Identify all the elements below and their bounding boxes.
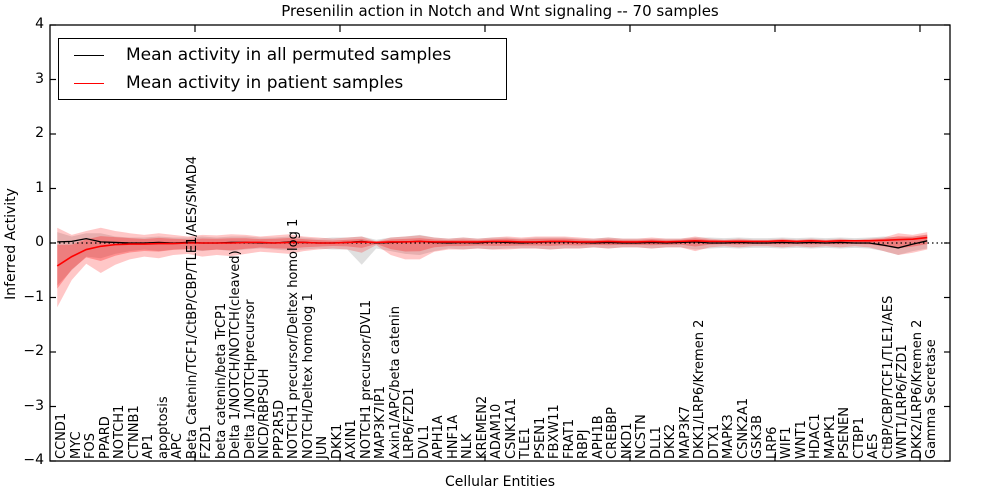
black-line-swatch: [74, 54, 104, 56]
entity-label: NOTCH1 precursor/DVL1: [358, 299, 374, 459]
entity-label: NLK: [460, 433, 476, 460]
x-axis-label: Cellular Entities: [444, 474, 556, 490]
y-tick-label: −3: [23, 397, 44, 414]
patient-mean-line: [56, 236, 928, 267]
y-tick-label: −4: [23, 452, 44, 468]
entity-label: beta catenin/beta TrCP1: [213, 302, 229, 459]
entity-label: WNT1/LRP6/FZD1: [895, 344, 911, 459]
entity-label: MAPK1: [822, 414, 838, 459]
entity-label: MAPK3: [721, 414, 737, 459]
entity-label: Beta Catenin/TCF1/CtBP/CBP/TLE1/AES/SMAD…: [184, 155, 200, 459]
entity-label: CSNK1A1: [503, 397, 519, 459]
entity-label: FOS: [83, 433, 99, 459]
entity-label: Delta 1/NOTCH/NOTCH(cleaved): [228, 250, 244, 459]
patient-band-outer: [57, 227, 928, 308]
entity-label: NKD1: [619, 422, 635, 459]
entity-label: TLE1: [518, 427, 534, 459]
y-tick-label: −2: [23, 343, 44, 359]
entity-label: DTX1: [706, 423, 722, 459]
entity-label: CSNK2A1: [735, 397, 751, 459]
entity-label: MYC: [68, 431, 84, 459]
entity-label: WIF1: [779, 426, 795, 459]
y-tick-label: 2: [35, 125, 44, 141]
entity-label: AES: [866, 433, 882, 459]
entity-label: LRP6/FZD1: [402, 387, 418, 459]
entity-label: NOTCH1: [112, 404, 128, 459]
entity-label: Delta 1/NOTCHprecursor: [242, 299, 258, 459]
y-tick-label: 4: [35, 16, 44, 32]
entity-label: APH1A: [431, 415, 447, 459]
entity-label: GSK3B: [750, 414, 766, 459]
entity-label: HDAC1: [808, 413, 824, 459]
entity-label: MAP3K7IP1: [373, 386, 389, 459]
entity-label: DKK1/LRP6/Kremen 2: [692, 319, 708, 459]
legend-item-patient: Mean activity in patient samples: [59, 69, 506, 97]
entity-label: ADAM10: [489, 403, 505, 459]
entity-label: HNF1A: [445, 414, 461, 459]
entity-label: DLL1: [648, 426, 664, 459]
entity-label: PPP2R5D: [271, 399, 287, 459]
entity-label: FZD1: [199, 424, 215, 459]
entity-label: CCND1: [54, 412, 70, 459]
entity-label: DKK2/LRP6/Kremen 2: [909, 319, 925, 459]
entity-label: DKK1: [329, 423, 345, 459]
entity-label: DVL1: [416, 424, 432, 459]
legend-label: Mean activity in all permuted samples: [126, 45, 452, 65]
y-tick-label: 0: [35, 234, 44, 250]
entity-label: JUN: [315, 435, 331, 459]
entity-label: NICD/RBPSUH: [257, 368, 273, 459]
y-tick-label: −1: [23, 288, 44, 305]
entity-label: Axin1/APC/beta catenin: [387, 305, 403, 459]
patient-band-inner: [57, 234, 928, 289]
entity-label: apoptosis: [155, 396, 171, 459]
y-tick-label: 1: [35, 179, 44, 196]
y-tick-label: 3: [35, 70, 44, 87]
entity-label: CTBP1: [851, 416, 867, 459]
entity-label: Gamma Secretase: [924, 339, 940, 459]
entity-label: NCSTN: [634, 414, 650, 459]
entity-label: KREMEN2: [474, 395, 490, 459]
entity-label: NOTCH/Deltex homolog 1: [300, 293, 316, 459]
entity-label: DKK2: [663, 423, 679, 459]
permuted-band: [57, 232, 928, 286]
chart-title: Presenilin action in Notch and Wnt signa…: [281, 2, 719, 20]
entity-label: AP1: [141, 433, 157, 459]
entity-label: WNT1: [793, 420, 809, 459]
entity-label: APC: [170, 433, 186, 459]
entity-label: NOTCH1 precursor/Deltex homolog 1: [286, 218, 302, 459]
entity-label: LRP6: [764, 426, 780, 459]
entity-label: FRAT1: [561, 418, 577, 459]
legend: Mean activity in all permuted samples Me…: [58, 38, 507, 100]
legend-label: Mean activity in patient samples: [126, 73, 404, 93]
entity-label: CtBP/CBP/TCF1/TLE1/AES: [880, 295, 896, 459]
entity-label: RBPJ: [576, 429, 592, 459]
entity-label: PPARD: [97, 416, 113, 459]
entity-label: AXIN1: [344, 419, 360, 459]
legend-item-permuted: Mean activity in all permuted samples: [59, 41, 506, 69]
entity-label: PSEN1: [532, 416, 548, 459]
entity-label: APH1B: [590, 415, 606, 459]
entity-label: MAP3K7: [677, 405, 693, 459]
entity-label: CTNNB1: [126, 405, 142, 459]
red-line-swatch: [74, 82, 104, 84]
entity-label: CREBBP: [605, 407, 621, 459]
entity-label: PSENEN: [837, 407, 853, 459]
entity-label: FBXW11: [547, 404, 563, 459]
